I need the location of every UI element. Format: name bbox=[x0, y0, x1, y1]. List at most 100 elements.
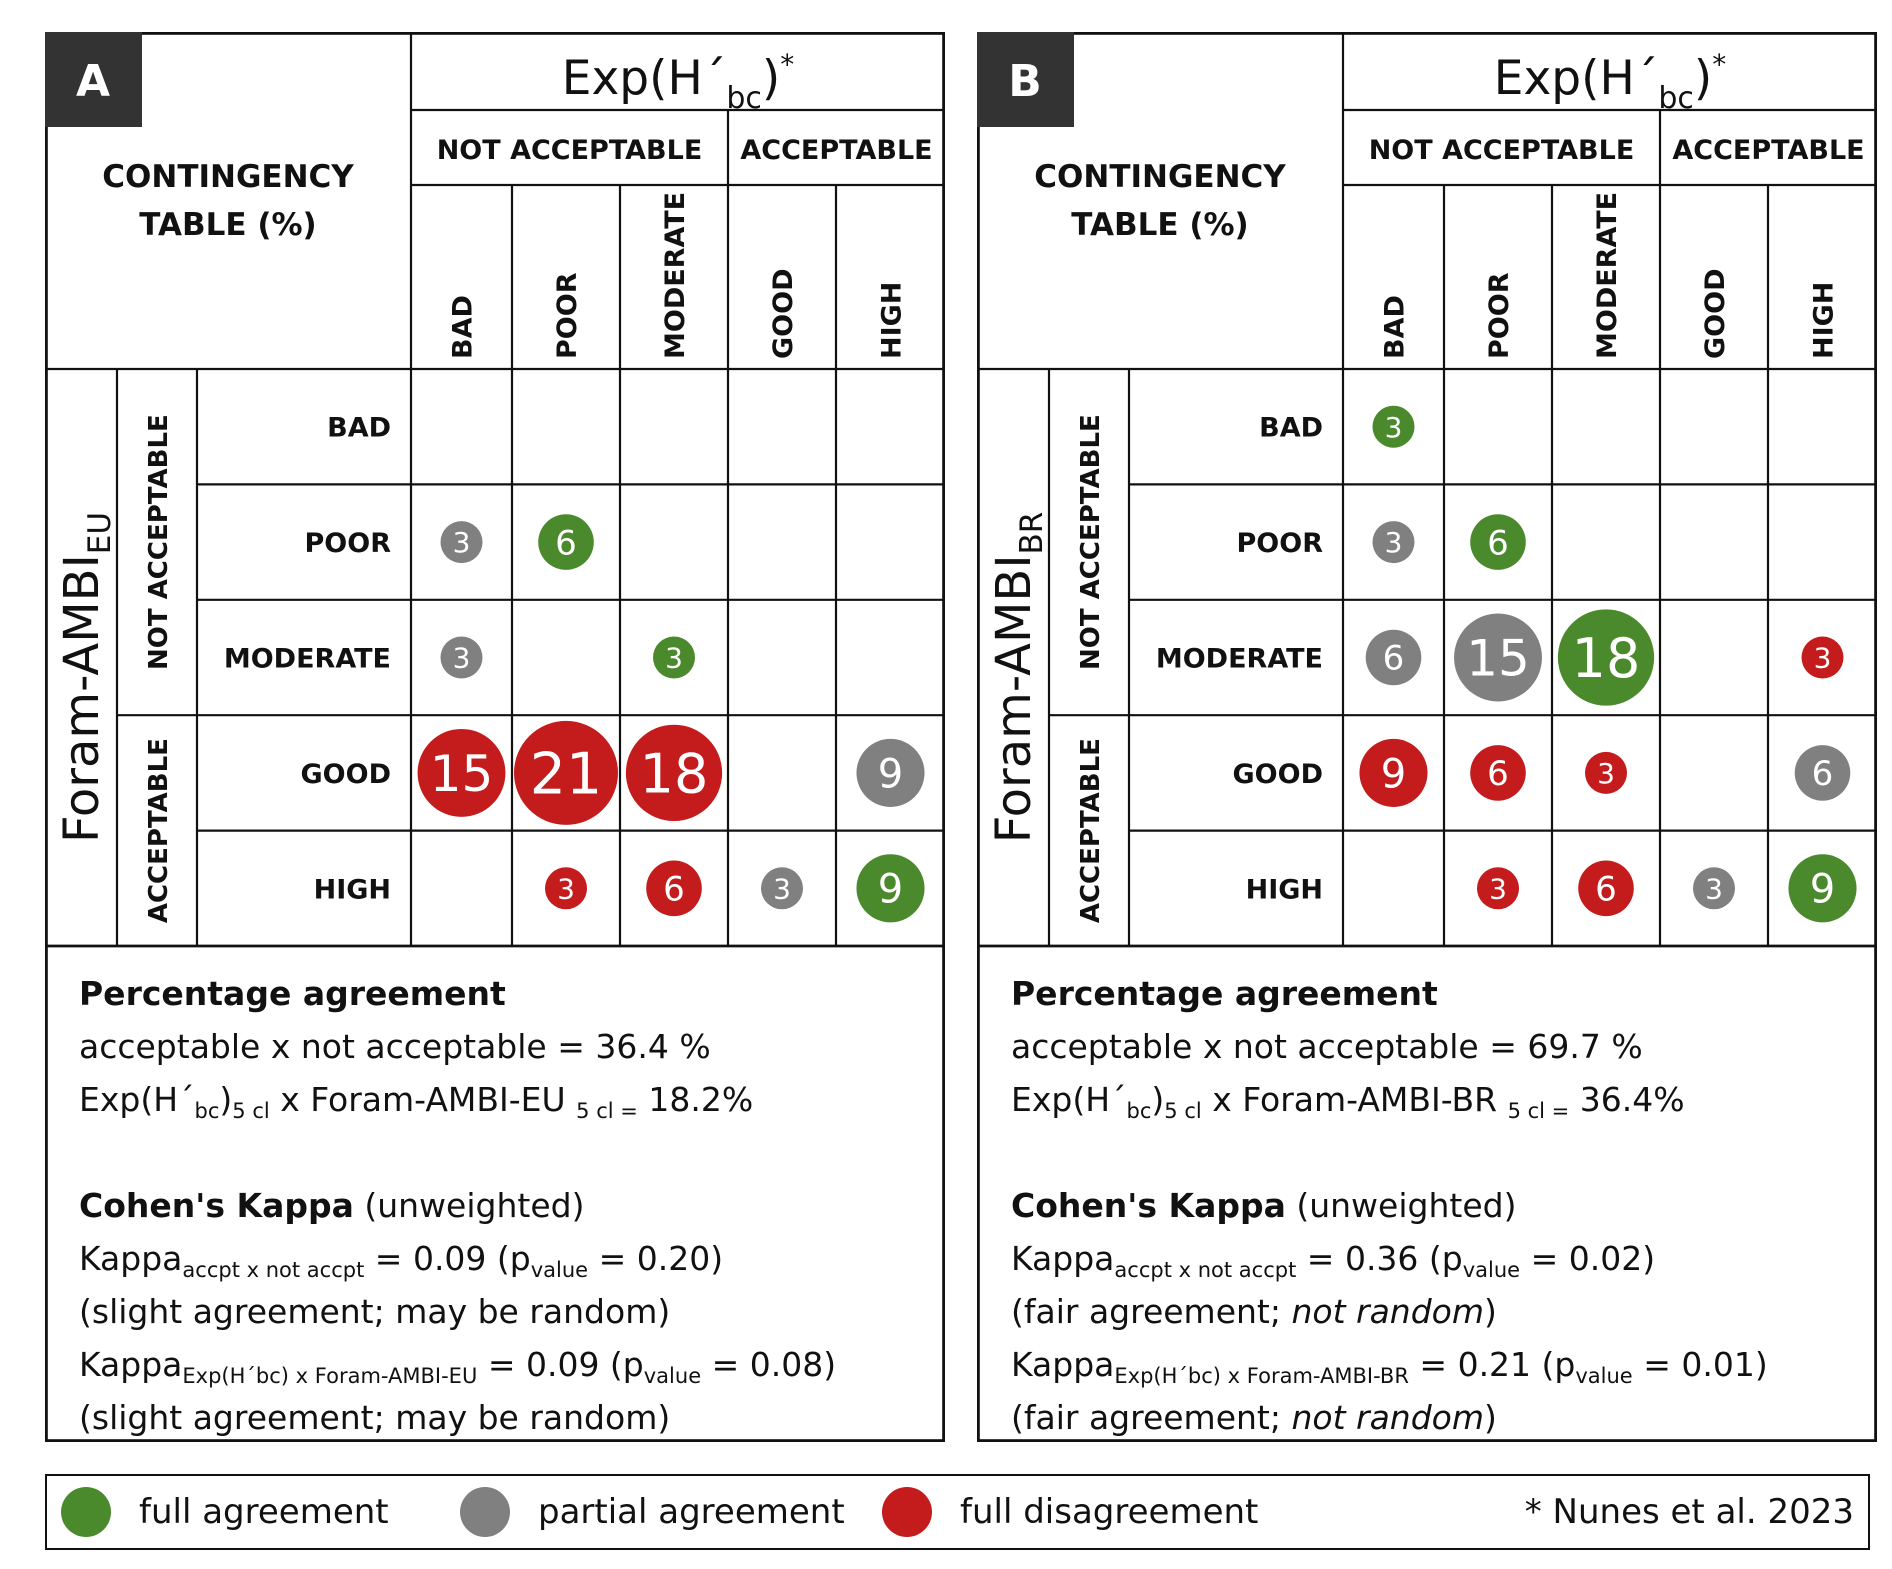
group-not-acceptable: NOT ACCEPTABLE bbox=[437, 135, 703, 166]
pa-line-1-text: acceptable x not acceptable = 69.7 % bbox=[1011, 1027, 1643, 1066]
panel-letter-badge: B bbox=[977, 32, 1074, 127]
bubble-circle bbox=[646, 860, 702, 917]
column-label-bad: BAD bbox=[1380, 295, 1411, 359]
pa-line-2: Exp(H´bc)5 cl x Foram-AMBI-BR 5 cl = 36.… bbox=[1011, 1080, 1685, 1123]
row-group-acceptable: ACCEPTABLE bbox=[1076, 738, 1106, 923]
bubble-circle bbox=[856, 738, 925, 807]
panel-frame bbox=[977, 32, 1877, 1442]
kappa-2: KappaExp(H´bc) x Foram-AMBI-EU = 0.09 (p… bbox=[79, 1345, 837, 1388]
bubble-value: 6 bbox=[555, 523, 577, 563]
legend-full-agreement: full agreement bbox=[61, 1476, 389, 1548]
pa-line-2: Exp(H´bc)5 cl x Foram-AMBI-EU 5 cl = 18.… bbox=[79, 1080, 754, 1123]
bubble-circle bbox=[1477, 867, 1519, 910]
row-label-high: HIGH bbox=[314, 874, 391, 905]
legend: full agreement partial agreement full di… bbox=[45, 1474, 1870, 1550]
bubble-value: 18 bbox=[1572, 627, 1641, 690]
column-label-moderate: MODERATE bbox=[1592, 192, 1623, 359]
bubble-circle bbox=[538, 514, 594, 570]
bubble-circle bbox=[1359, 738, 1428, 807]
panel-letter: A bbox=[76, 56, 110, 107]
bubble: 18 bbox=[625, 724, 723, 822]
bubble: 6 bbox=[1470, 514, 1526, 570]
bubble-value: 3 bbox=[1705, 872, 1723, 905]
bubble-value: 15 bbox=[1466, 630, 1530, 688]
legend-full-label: full agreement bbox=[139, 1492, 389, 1532]
group-acceptable: ACCEPTABLE bbox=[1672, 135, 1864, 166]
legend-full-disagreement: full disagreement bbox=[882, 1476, 1258, 1548]
bubble: 9 bbox=[1788, 854, 1857, 923]
column-label-good: GOOD bbox=[1700, 269, 1731, 359]
row-label-bad: BAD bbox=[1259, 413, 1323, 444]
column-label-high: HIGH bbox=[877, 282, 908, 359]
bubble-circle bbox=[1557, 609, 1655, 706]
row-label-good: GOOD bbox=[1233, 759, 1323, 790]
bubble-value: 3 bbox=[1385, 411, 1403, 444]
row-label-moderate: MODERATE bbox=[224, 644, 391, 675]
panel-frame bbox=[45, 32, 945, 1442]
pa-title: Percentage agreement bbox=[79, 967, 836, 1020]
bubble: 3 bbox=[440, 521, 483, 564]
bubble-value: 3 bbox=[1489, 872, 1507, 905]
row-group-not-acceptable: NOT ACCEPTABLE bbox=[1076, 414, 1106, 670]
bubble-circle bbox=[1365, 629, 1422, 686]
row-label-poor: POOR bbox=[305, 528, 392, 559]
panel-a: A Exp(H´bc)* NOT ACCEPTABLE ACCEPTABLE CONTI… bbox=[45, 32, 945, 1442]
bubble-value: 3 bbox=[453, 526, 471, 559]
bubble: 3 bbox=[1372, 405, 1415, 448]
bubble: 3 bbox=[1477, 867, 1519, 910]
pa-line-1: acceptable x not acceptable = 69.7 % bbox=[1011, 1020, 1768, 1073]
bubble-circle bbox=[1801, 636, 1844, 679]
table-grid bbox=[45, 32, 945, 1442]
bubble-value: 9 bbox=[1810, 867, 1835, 913]
row-label-moderate: MODERATE bbox=[1156, 644, 1323, 675]
column-label-high: HIGH bbox=[1809, 282, 1840, 359]
bubble-value: 6 bbox=[663, 870, 685, 910]
bubble: 3 bbox=[440, 636, 483, 679]
row-label-high: HIGH bbox=[1246, 874, 1323, 905]
contingency-title-2: TABLE (%) bbox=[139, 207, 316, 243]
bubble-value: 9 bbox=[878, 867, 903, 913]
panel-letter-badge: A bbox=[45, 32, 142, 127]
bubble-value: 3 bbox=[557, 872, 575, 905]
bubble-value: 3 bbox=[453, 642, 471, 675]
pa-title-text: Percentage agreement bbox=[79, 974, 506, 1013]
bubble-value: 9 bbox=[878, 751, 903, 797]
bubble-circle bbox=[1578, 860, 1634, 917]
bubble: 9 bbox=[1359, 738, 1428, 807]
kappa-1: Kappaaccpt x not accpt = 0.36 (pvalue = … bbox=[1011, 1239, 1656, 1282]
bubble: 3 bbox=[1693, 867, 1735, 910]
panel-b-stats: Percentage agreement acceptable x not acc… bbox=[1011, 967, 1768, 1444]
badge-box bbox=[45, 32, 142, 127]
row-label-good: GOOD bbox=[301, 759, 391, 790]
kappa-2-note: (slight agreement; may be random) bbox=[79, 1398, 671, 1437]
bubble-circle bbox=[1470, 514, 1526, 570]
bubble-value: 15 bbox=[430, 745, 494, 803]
bubble-value: 6 bbox=[1487, 754, 1509, 794]
bubble-value: 3 bbox=[1597, 757, 1615, 790]
ck-title: Cohen's Kappa (unweighted) bbox=[1011, 1186, 1517, 1225]
bubble-circle bbox=[761, 867, 803, 910]
contingency-title-2: TABLE (%) bbox=[1071, 207, 1248, 243]
badge-box bbox=[977, 32, 1074, 127]
kappa-1: Kappaaccpt x not accpt = 0.09 (pvalue = … bbox=[79, 1239, 724, 1282]
pa-title: Percentage agreement bbox=[1011, 967, 1768, 1020]
row-label-bad: BAD bbox=[327, 413, 391, 444]
group-acceptable: ACCEPTABLE bbox=[740, 135, 932, 166]
bubble-circle bbox=[856, 854, 925, 923]
bubble: 6 bbox=[646, 860, 702, 917]
column-label-bad: BAD bbox=[448, 295, 479, 359]
kappa-1-note: (fair agreement; not random) bbox=[1011, 1292, 1497, 1331]
column-label-poor: POOR bbox=[1484, 272, 1515, 359]
ck-title-text: Cohen's Kappa bbox=[1011, 1186, 1286, 1225]
panel-b-table: B Exp(H´bc)* NOT ACCEPTABLE ACCEPTABLE CONTI… bbox=[977, 32, 1877, 1442]
bubble-circle bbox=[1454, 613, 1542, 702]
bubble-circle bbox=[653, 636, 695, 679]
bubble: 21 bbox=[514, 720, 618, 825]
panel-letter: B bbox=[1008, 56, 1042, 107]
contingency-title-1: CONTINGENCY bbox=[1034, 159, 1286, 195]
exp-header: Exp(H´bc)* bbox=[562, 48, 794, 116]
row-group-acceptable: ACCEPTABLE bbox=[144, 738, 174, 923]
bubble: 9 bbox=[856, 854, 925, 923]
pa-line-1: acceptable x not acceptable = 36.4 % bbox=[79, 1020, 836, 1073]
